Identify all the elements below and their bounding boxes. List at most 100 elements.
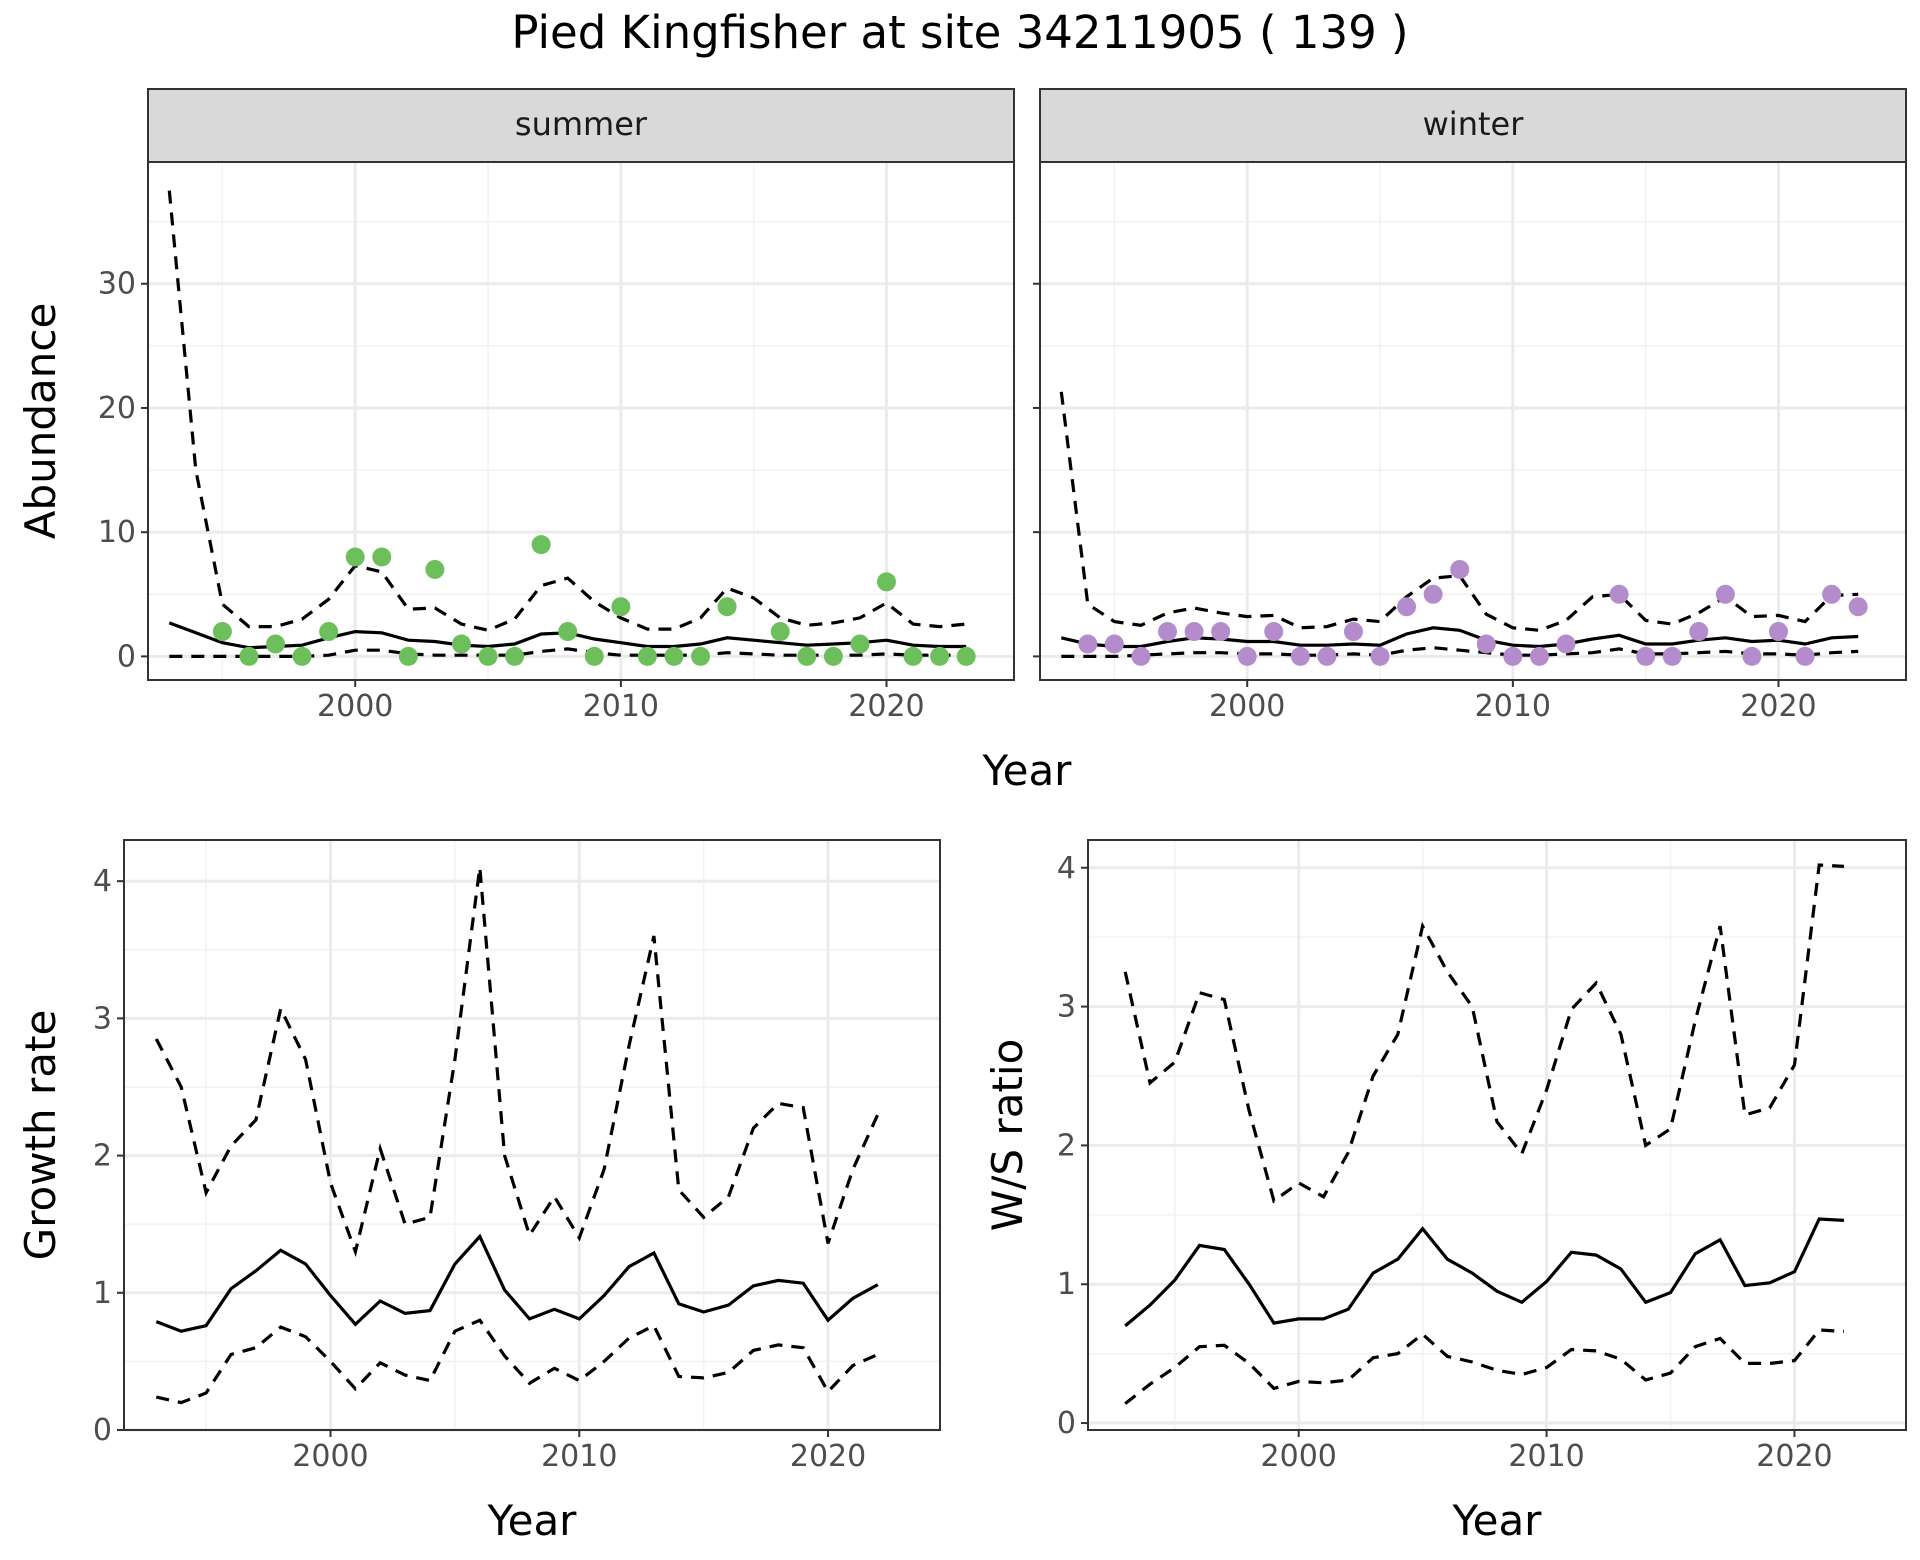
summer-panel-observed-point bbox=[956, 646, 976, 666]
summer-panel-observed-point bbox=[292, 646, 312, 666]
summer-panel-strip-label: summer bbox=[515, 105, 648, 143]
summer-panel-observed-point bbox=[212, 622, 232, 642]
growth-y-tick-label: 0 bbox=[93, 1413, 112, 1448]
winter-panel-observed-point bbox=[1370, 646, 1390, 666]
ws-y-tick-label: 3 bbox=[1057, 990, 1076, 1025]
growth-panel-background bbox=[124, 840, 940, 1430]
summer-panel-observed-point bbox=[505, 646, 525, 666]
winter-panel-observed-point bbox=[1264, 622, 1284, 642]
winter-panel-observed-point bbox=[1397, 597, 1417, 617]
growth-x-tick-label: 2000 bbox=[292, 1439, 368, 1474]
summer-panel-upper-ci-line bbox=[167, 190, 967, 632]
growth-y-tick-label: 4 bbox=[93, 864, 112, 899]
summer-panel-observed-point bbox=[478, 646, 498, 666]
summer-panel-observed-point bbox=[930, 646, 950, 666]
ws-x-tick-label: 2020 bbox=[1756, 1439, 1832, 1474]
winter-panel-observed-point bbox=[1768, 622, 1788, 642]
winter-panel-observed-point bbox=[1609, 584, 1629, 604]
summer-panel-observed-point bbox=[823, 646, 843, 666]
winter-panel-observed-point bbox=[1662, 646, 1682, 666]
growth-y-tick-label: 1 bbox=[93, 1276, 112, 1311]
summer-panel-observed-point bbox=[451, 634, 471, 654]
ws-y-tick-label: 0 bbox=[1057, 1406, 1076, 1441]
winter-panel-observed-point bbox=[1450, 559, 1470, 579]
ws-upper-ci-line bbox=[1123, 863, 1845, 1204]
growth-y-axis-title: Growth rate bbox=[16, 1010, 65, 1261]
summer-panel-observed-point bbox=[372, 547, 392, 567]
summer-panel-observed-point bbox=[345, 547, 365, 567]
summer-panel-observed-point bbox=[637, 646, 657, 666]
growth-median-line bbox=[155, 1233, 879, 1333]
winter-panel-observed-point bbox=[1423, 584, 1443, 604]
winter-panel-observed-point bbox=[1529, 646, 1549, 666]
ws-panel-background bbox=[1088, 840, 1906, 1430]
chart-title: Pied Kingfisher at site 34211905 ( 139 ) bbox=[511, 6, 1408, 59]
winter-panel-observed-point bbox=[1343, 622, 1363, 642]
winter-panel-observed-point bbox=[1503, 646, 1523, 666]
winter-panel-observed-point bbox=[1715, 584, 1735, 604]
summer-panel-x-tick-label: 2010 bbox=[583, 689, 659, 724]
winter-panel-observed-point bbox=[1104, 634, 1124, 654]
summer-panel-x-tick-label: 2000 bbox=[317, 689, 393, 724]
summer-panel-observed-point bbox=[876, 572, 896, 592]
summer-panel-observed-point bbox=[266, 634, 286, 654]
winter-panel-observed-point bbox=[1556, 634, 1576, 654]
winter-panel-x-tick-label: 2020 bbox=[1740, 689, 1816, 724]
winter-panel-observed-point bbox=[1317, 646, 1337, 666]
winter-panel-observed-point bbox=[1078, 634, 1098, 654]
summer-panel-y-tick-label: 20 bbox=[98, 391, 136, 426]
winter-panel-observed-point bbox=[1742, 646, 1762, 666]
growth-lower-ci-line bbox=[155, 1318, 879, 1405]
growth-x-tick-label: 2020 bbox=[790, 1439, 866, 1474]
summer-panel-observed-point bbox=[584, 646, 604, 666]
summer-panel-observed-point bbox=[611, 597, 631, 617]
summer-panel-observed-point bbox=[531, 535, 551, 555]
abundance-y-axis-title: Abundance bbox=[16, 303, 65, 540]
summer-panel-observed-point bbox=[797, 646, 817, 666]
winter-panel-strip-label: winter bbox=[1423, 105, 1525, 143]
ws-x-tick-label: 2000 bbox=[1261, 1439, 1337, 1474]
summer-panel-x-tick-label: 2020 bbox=[848, 689, 924, 724]
winter-panel-observed-point bbox=[1158, 622, 1178, 642]
growth-y-tick-label: 3 bbox=[93, 1001, 112, 1036]
winter-panel-x-tick-label: 2010 bbox=[1475, 689, 1551, 724]
summer-panel-observed-point bbox=[558, 622, 578, 642]
growth-x-axis-title: Year bbox=[487, 1496, 578, 1545]
summer-panel-observed-point bbox=[691, 646, 711, 666]
winter-panel-observed-point bbox=[1636, 646, 1656, 666]
winter-panel-observed-point bbox=[1848, 597, 1868, 617]
ws-lower-ci-line bbox=[1124, 1328, 1845, 1405]
winter-panel-lower-ci-line bbox=[1061, 646, 1859, 658]
summer-panel-observed-point bbox=[425, 559, 445, 579]
ws-x-axis-title: Year bbox=[1452, 1496, 1543, 1545]
winter-panel-observed-point bbox=[1795, 646, 1815, 666]
growth-upper-ci-line bbox=[154, 867, 880, 1258]
summer-panel-background bbox=[148, 162, 1014, 680]
ws-y-axis-title: W/S ratio bbox=[983, 1039, 1032, 1232]
summer-panel-observed-point bbox=[239, 646, 259, 666]
growth-y-tick-label: 2 bbox=[93, 1139, 112, 1174]
winter-panel-observed-point bbox=[1237, 646, 1257, 666]
ws-y-tick-label: 1 bbox=[1057, 1267, 1076, 1302]
winter-panel-observed-point bbox=[1211, 622, 1231, 642]
ws-median-line bbox=[1124, 1217, 1845, 1328]
summer-panel-observed-point bbox=[319, 622, 339, 642]
summer-panel-y-tick-label: 10 bbox=[98, 515, 136, 550]
summer-panel-strip bbox=[147, 88, 1015, 163]
summer-panel-y-tick-label: 30 bbox=[98, 267, 136, 302]
winter-panel-observed-point bbox=[1131, 646, 1151, 666]
summer-panel-y-tick-label: 0 bbox=[117, 639, 136, 674]
summer-panel-observed-point bbox=[850, 634, 870, 654]
winter-panel-observed-point bbox=[1290, 646, 1310, 666]
winter-panel-x-tick-label: 2000 bbox=[1209, 689, 1285, 724]
ws-y-tick-label: 4 bbox=[1057, 851, 1076, 886]
summer-panel-observed-point bbox=[398, 646, 418, 666]
summer-panel-observed-point bbox=[717, 597, 737, 617]
summer-panel-observed-point bbox=[664, 646, 684, 666]
winter-panel-observed-point bbox=[1822, 584, 1842, 604]
ws-y-tick-label: 2 bbox=[1057, 1128, 1076, 1163]
ws-panel-border bbox=[1087, 839, 1907, 1431]
winter-panel-observed-point bbox=[1689, 622, 1709, 642]
